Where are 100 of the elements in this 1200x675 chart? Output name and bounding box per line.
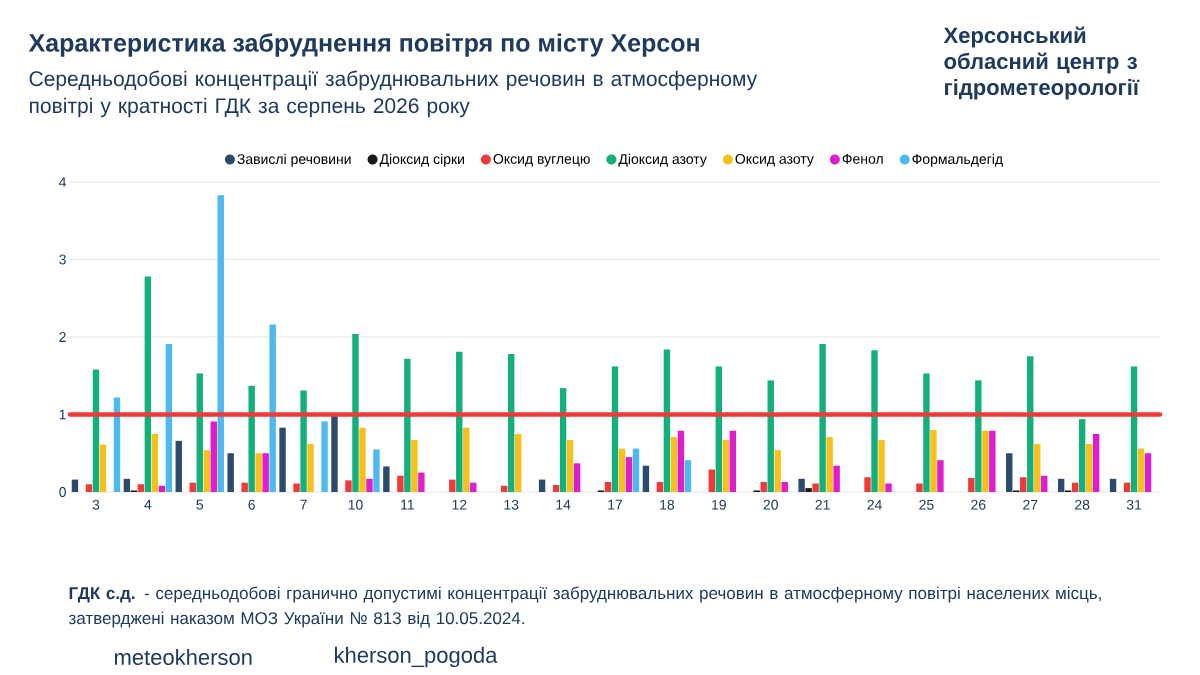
bar bbox=[878, 440, 885, 492]
x-tick-label: 13 bbox=[504, 499, 519, 510]
bar bbox=[1034, 443, 1041, 492]
chart-subtitle: Середньодобові концентрації забруднювальних речовин в атмосферному повітрі у кратності ГДК за серпень 2026 року bbox=[29, 70, 758, 118]
legend-label: Фенол bbox=[842, 153, 883, 164]
x-tick-label: 31 bbox=[1126, 499, 1142, 510]
legend-label: Оксид вуглецю bbox=[493, 153, 590, 167]
bar bbox=[625, 457, 633, 492]
bar bbox=[923, 373, 930, 492]
bar bbox=[760, 481, 767, 492]
text: meteokherson bbox=[114, 648, 252, 666]
bar bbox=[798, 478, 805, 492]
y-tick-label: 1 bbox=[59, 409, 66, 420]
bar bbox=[279, 427, 286, 492]
bar bbox=[196, 373, 203, 492]
x-tick-label: 17 bbox=[608, 499, 623, 510]
bar bbox=[1130, 366, 1138, 492]
bar bbox=[684, 460, 692, 492]
bar bbox=[514, 433, 522, 492]
bar bbox=[300, 390, 307, 492]
bar bbox=[885, 483, 892, 492]
bar bbox=[618, 448, 626, 492]
bar bbox=[781, 481, 788, 492]
bar bbox=[968, 478, 975, 492]
bar bbox=[1027, 356, 1034, 492]
legend-label: Діоксид азоту bbox=[618, 153, 707, 167]
x-tick-label: 21 bbox=[815, 499, 830, 510]
bar bbox=[989, 430, 996, 492]
bar bbox=[331, 416, 338, 492]
y-tick-label: 0 bbox=[59, 487, 66, 497]
bar bbox=[656, 481, 664, 492]
bar bbox=[255, 453, 262, 492]
x-tick-label: 10 bbox=[348, 499, 363, 510]
bar bbox=[663, 349, 671, 492]
bar bbox=[151, 433, 159, 492]
bar bbox=[241, 482, 248, 492]
legend-label: Завислі речовини bbox=[237, 153, 351, 167]
x-tick-label: 20 bbox=[763, 499, 778, 510]
bar bbox=[552, 485, 560, 492]
bar bbox=[449, 479, 456, 492]
legend-label: Оксид азоту bbox=[735, 153, 814, 167]
bar bbox=[538, 479, 546, 492]
x-tick-label: 11 bbox=[401, 499, 414, 510]
x-tick-label: 7 bbox=[300, 499, 307, 510]
bar bbox=[345, 480, 352, 492]
bar bbox=[767, 380, 774, 492]
bar bbox=[373, 449, 380, 492]
bar bbox=[833, 465, 840, 492]
bar bbox=[359, 427, 366, 492]
bar bbox=[812, 483, 819, 492]
bar bbox=[642, 465, 650, 492]
x-tick-label: 6 bbox=[248, 499, 255, 510]
bar bbox=[805, 488, 812, 492]
x-tick-label: 5 bbox=[196, 499, 204, 510]
bar bbox=[123, 478, 131, 492]
bar bbox=[975, 380, 982, 492]
bar bbox=[871, 350, 878, 492]
bar bbox=[982, 430, 989, 492]
bar bbox=[397, 475, 404, 492]
x-tick-label: 4 bbox=[144, 499, 152, 510]
bar bbox=[1041, 475, 1048, 492]
bar bbox=[404, 358, 411, 492]
bar bbox=[774, 450, 781, 492]
text: kherson_pogoda bbox=[335, 646, 498, 668]
bar bbox=[470, 482, 477, 492]
x-tick-label: 24 bbox=[867, 499, 882, 510]
bar bbox=[670, 436, 678, 492]
x-tick-label: 27 bbox=[1023, 499, 1038, 510]
bar bbox=[611, 366, 619, 492]
bar bbox=[1123, 482, 1131, 492]
y-tick-label: 3 bbox=[59, 254, 66, 265]
bar bbox=[715, 366, 723, 492]
bar bbox=[99, 444, 107, 492]
bar bbox=[500, 485, 508, 492]
x-tick-label: 3 bbox=[92, 499, 100, 510]
bar bbox=[729, 430, 737, 492]
bar bbox=[293, 483, 300, 492]
bar bbox=[1006, 453, 1013, 492]
bar bbox=[307, 443, 314, 492]
bar bbox=[1020, 477, 1027, 492]
bar bbox=[71, 479, 79, 492]
bar bbox=[708, 469, 716, 492]
bar bbox=[463, 427, 470, 492]
bar bbox=[456, 351, 463, 492]
x-tick-label: 14 bbox=[556, 499, 571, 510]
bar bbox=[144, 276, 152, 492]
bar bbox=[217, 195, 224, 492]
chart-title: Характеристика забруднення повітря по місту Херсон bbox=[28, 33, 699, 57]
bar bbox=[930, 430, 937, 492]
bar bbox=[507, 354, 515, 492]
bar bbox=[137, 484, 145, 492]
bar bbox=[1144, 453, 1152, 492]
bar bbox=[92, 369, 100, 492]
bar bbox=[1085, 443, 1093, 492]
x-tick-label: 28 bbox=[1075, 499, 1090, 510]
bar bbox=[677, 430, 685, 492]
y-tick-label: 2 bbox=[59, 332, 66, 342]
bar bbox=[916, 483, 923, 492]
y-tick-label: 4 bbox=[58, 177, 67, 187]
bar bbox=[604, 481, 612, 492]
